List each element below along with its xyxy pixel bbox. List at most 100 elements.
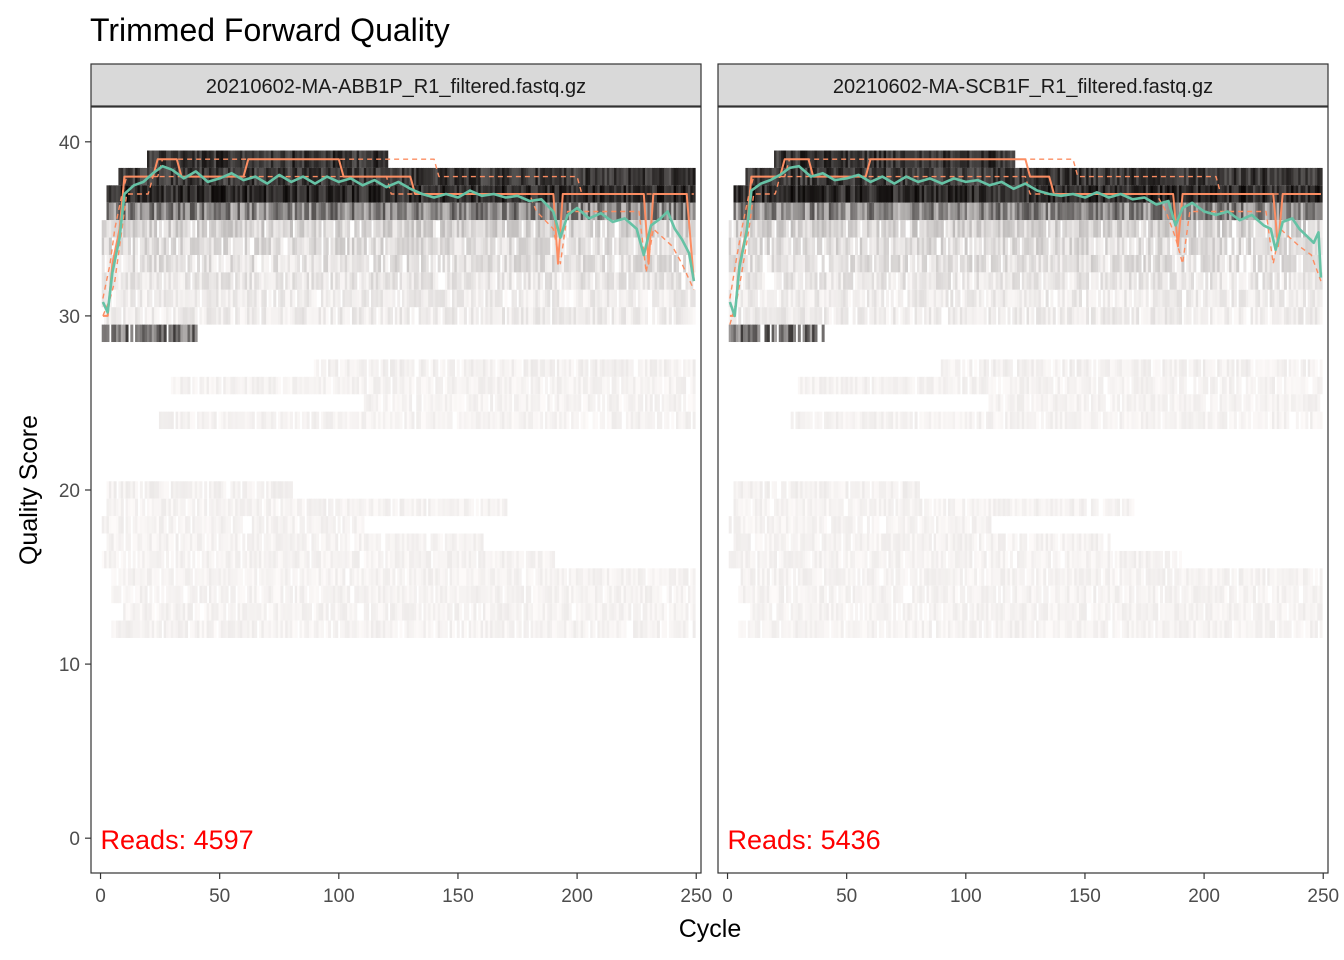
density-cell (1138, 167, 1142, 186)
density-cell (504, 376, 508, 395)
density-cell (411, 359, 415, 377)
density-cell (478, 202, 482, 221)
density-cell (156, 289, 160, 308)
density-cell (523, 202, 527, 221)
density-cell (492, 603, 496, 621)
density-cell (197, 498, 201, 517)
density-cell (635, 167, 639, 186)
density-cell (230, 307, 234, 325)
density-cell (971, 167, 975, 186)
density-cell (156, 603, 160, 621)
density-cell (409, 533, 413, 551)
density-cell (664, 272, 668, 290)
density-cell (361, 254, 365, 273)
density-cell (142, 202, 146, 221)
density-cell (263, 307, 267, 325)
density-cell (442, 202, 446, 221)
density-cell (1293, 167, 1297, 186)
density-cell (463, 620, 467, 638)
density-cell (373, 533, 377, 551)
density-cell (604, 289, 608, 308)
density-cell (463, 220, 467, 238)
density-cell (1121, 167, 1125, 186)
density-cell (285, 620, 289, 638)
density-cell (397, 254, 401, 273)
density-cell (928, 185, 932, 203)
density-cell (547, 289, 551, 308)
density-cell (452, 237, 455, 255)
density-cell (328, 568, 332, 586)
density-cell (692, 411, 696, 430)
density-cell (306, 498, 310, 517)
density-cell (459, 220, 463, 238)
density-cell (1212, 167, 1216, 186)
density-cell (609, 272, 613, 290)
density-cell (618, 568, 622, 586)
density-cell (370, 237, 374, 255)
density-cell (449, 307, 453, 325)
density-cell (156, 568, 160, 586)
density-cell (580, 167, 584, 186)
density-cell (1031, 185, 1035, 203)
density-cell (366, 289, 370, 308)
density-cell (349, 359, 353, 377)
density-cell (978, 185, 982, 203)
density-cell (583, 376, 587, 395)
density-cell (177, 376, 181, 395)
density-cell (163, 411, 167, 430)
density-cell (444, 620, 448, 638)
density-cell (173, 481, 177, 499)
density-cell (385, 307, 389, 325)
density-cell (287, 568, 291, 586)
density-cell (244, 550, 248, 569)
density-cell (120, 289, 124, 308)
density-cell (204, 220, 208, 238)
density-cell (499, 376, 503, 395)
density-cell (397, 394, 401, 412)
density-cell (378, 603, 382, 621)
density-cell (463, 533, 467, 551)
density-cell (161, 568, 165, 586)
density-cell (614, 411, 618, 430)
density-cell (421, 289, 424, 308)
density-cell (809, 185, 813, 203)
density-cell (587, 394, 591, 412)
density-cell (139, 307, 143, 325)
density-cell (173, 498, 177, 517)
density-cell (680, 411, 684, 430)
density-cell (678, 411, 682, 430)
density-cell (378, 220, 382, 238)
density-cell (690, 167, 694, 186)
density-cell (106, 324, 110, 343)
density-cell (289, 167, 293, 186)
density-cell (490, 307, 494, 325)
density-cell (149, 237, 153, 255)
density-cell (637, 568, 641, 586)
density-cell (592, 585, 596, 604)
density-cell (347, 550, 351, 569)
density-cell (675, 167, 679, 186)
x-tick-label: 100 (323, 886, 355, 907)
density-cell (654, 568, 658, 586)
density-cell (506, 359, 510, 377)
density-cell (137, 568, 141, 586)
density-cell (206, 550, 210, 569)
density-cell (366, 620, 370, 638)
density-cell (256, 481, 260, 499)
density-cell (158, 516, 162, 534)
density-cell (161, 550, 165, 569)
density-cell (232, 185, 236, 203)
density-cell (213, 481, 217, 499)
density-cell (397, 237, 401, 255)
density-cell (611, 376, 615, 395)
density-cell (401, 376, 405, 395)
density-cell (189, 289, 193, 308)
density-cell (247, 620, 251, 638)
density-cell (592, 376, 596, 395)
density-cell (301, 585, 305, 604)
density-cell (692, 237, 696, 255)
density-cell (223, 481, 227, 499)
density-cell (163, 620, 167, 638)
density-cell (363, 359, 367, 377)
density-cell (525, 254, 529, 273)
